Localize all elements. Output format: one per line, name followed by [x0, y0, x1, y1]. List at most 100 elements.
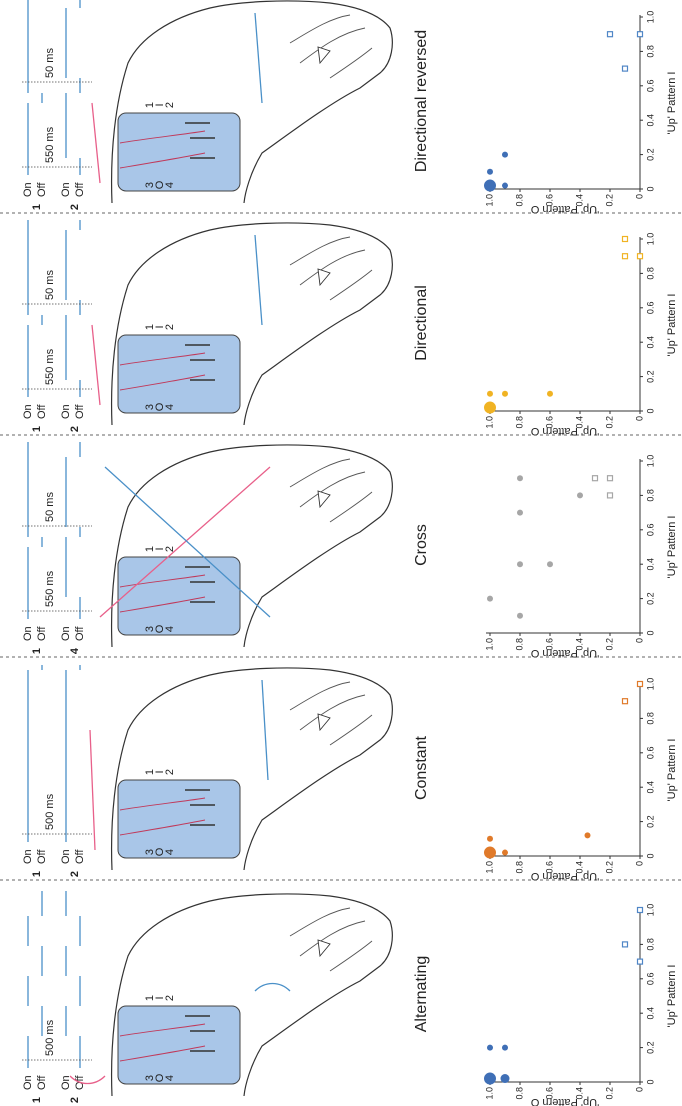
- off-label: Off: [36, 849, 48, 864]
- panel: 1OnOff2OnOff500 ms3O41I2Constant00.20.40…: [22, 665, 678, 882]
- panel-title: Constant: [413, 735, 430, 800]
- point-square: [638, 32, 643, 37]
- on-label: On: [22, 182, 34, 197]
- off-label: Off: [74, 626, 86, 641]
- point: [577, 492, 583, 498]
- electrode-label: 2: [164, 102, 176, 108]
- y-tick-label: 1.0: [484, 861, 494, 874]
- y-tick-label: 0: [634, 638, 644, 643]
- on-label: On: [22, 626, 34, 641]
- channel-label: 2: [69, 204, 81, 210]
- on-label: On: [22, 1075, 34, 1090]
- channel-label: 1: [31, 871, 43, 877]
- x-tick-label: 0.2: [645, 1041, 655, 1054]
- duration-label: 550 ms: [44, 348, 56, 385]
- point-square: [623, 942, 628, 947]
- x-tick-label: 0.6: [645, 524, 655, 537]
- point-square: [638, 682, 643, 687]
- y-tick-label: 0: [634, 861, 644, 866]
- x-tick-label: 0.8: [645, 45, 655, 58]
- on-label: On: [22, 849, 34, 864]
- electrode-label: 2: [164, 995, 176, 1001]
- x-tick-label: 0.8: [645, 938, 655, 951]
- x-tick-label: 1.0: [645, 455, 655, 468]
- point: [484, 1073, 496, 1085]
- electrode-label: 4: [164, 626, 176, 632]
- x-axis-title: 'Up' Pattern I: [666, 72, 678, 135]
- duration-label: 500 ms: [44, 1019, 56, 1056]
- y-tick-label: 0: [634, 416, 644, 421]
- x-tick-label: 0.8: [645, 489, 655, 502]
- x-tick-label: 1.0: [645, 904, 655, 917]
- electrode-label: 4: [164, 849, 176, 855]
- point-square: [623, 66, 628, 71]
- electrode-label: 2: [164, 324, 176, 330]
- point: [487, 169, 493, 175]
- electrode-label: 2: [164, 769, 176, 775]
- x-tick-label: 0.4: [645, 114, 655, 127]
- point: [484, 180, 496, 192]
- panel-title: Alternating: [413, 956, 430, 1033]
- x-tick-label: 0.6: [645, 747, 655, 760]
- point: [487, 596, 493, 602]
- x-tick-label: 0: [645, 186, 655, 191]
- point-square: [638, 254, 643, 259]
- channel-label: 1: [31, 648, 43, 654]
- x-tick-label: 0.2: [645, 148, 655, 161]
- electrode-label: 4: [164, 404, 176, 410]
- point-square: [593, 476, 598, 481]
- electrode-label: 4: [164, 182, 176, 188]
- point: [517, 613, 523, 619]
- point: [484, 402, 496, 414]
- x-tick-label: 0: [645, 853, 655, 858]
- channel-label: 4: [69, 647, 81, 654]
- on-label: On: [60, 182, 72, 197]
- x-tick-label: 0: [645, 408, 655, 413]
- electrode-label: 4: [164, 1075, 176, 1081]
- y-tick-label: 0: [634, 1087, 644, 1092]
- y-tick-label: 0: [634, 194, 644, 199]
- off-label: Off: [74, 849, 86, 864]
- duration-label: 500 ms: [44, 793, 56, 830]
- channel-label: 2: [69, 426, 81, 432]
- point-square: [638, 908, 643, 913]
- x-tick-label: 0.2: [645, 370, 655, 383]
- point: [487, 391, 493, 397]
- channel-label: 1: [31, 1097, 43, 1103]
- off-label: Off: [36, 626, 48, 641]
- arrow: [92, 325, 100, 405]
- x-axis-title: 'Up' Pattern I: [666, 294, 678, 357]
- point-square: [638, 959, 643, 964]
- x-axis-title: 'Up' Pattern I: [666, 739, 678, 802]
- point-square: [623, 699, 628, 704]
- point: [517, 475, 523, 481]
- x-tick-label: 0.2: [645, 815, 655, 828]
- off-label: Off: [36, 182, 48, 197]
- y-tick-label: 1.0: [484, 638, 494, 651]
- on-label: On: [60, 1075, 72, 1090]
- point: [502, 183, 508, 189]
- point: [502, 850, 508, 856]
- x-tick-label: 0.8: [645, 712, 655, 725]
- x-tick-label: 0.4: [645, 781, 655, 794]
- point-square: [608, 493, 613, 498]
- on-label: On: [22, 404, 34, 419]
- point: [517, 510, 523, 516]
- page: 1OnOff2OnOff500 ms3O41I2Alternating00.20…: [0, 0, 682, 1106]
- channel-label: 2: [69, 871, 81, 877]
- x-tick-label: 1.0: [645, 678, 655, 691]
- x-tick-label: 0.8: [645, 267, 655, 280]
- point: [517, 561, 523, 567]
- y-tick-label: 0.2: [604, 416, 614, 429]
- y-tick-label: 0.8: [514, 861, 524, 874]
- on-label: On: [60, 404, 72, 419]
- electrode-label: 2: [164, 546, 176, 552]
- point-square: [608, 476, 613, 481]
- x-axis-title: 'Up' Pattern I: [666, 516, 678, 579]
- y-axis-title: 'Up' Pattern O: [530, 647, 599, 659]
- y-tick-label: 0.8: [514, 1087, 524, 1100]
- x-tick-label: 0: [645, 1079, 655, 1084]
- figure: 1OnOff2OnOff500 ms3O41I2Alternating00.20…: [0, 0, 682, 1106]
- channel-label: 1: [31, 204, 43, 210]
